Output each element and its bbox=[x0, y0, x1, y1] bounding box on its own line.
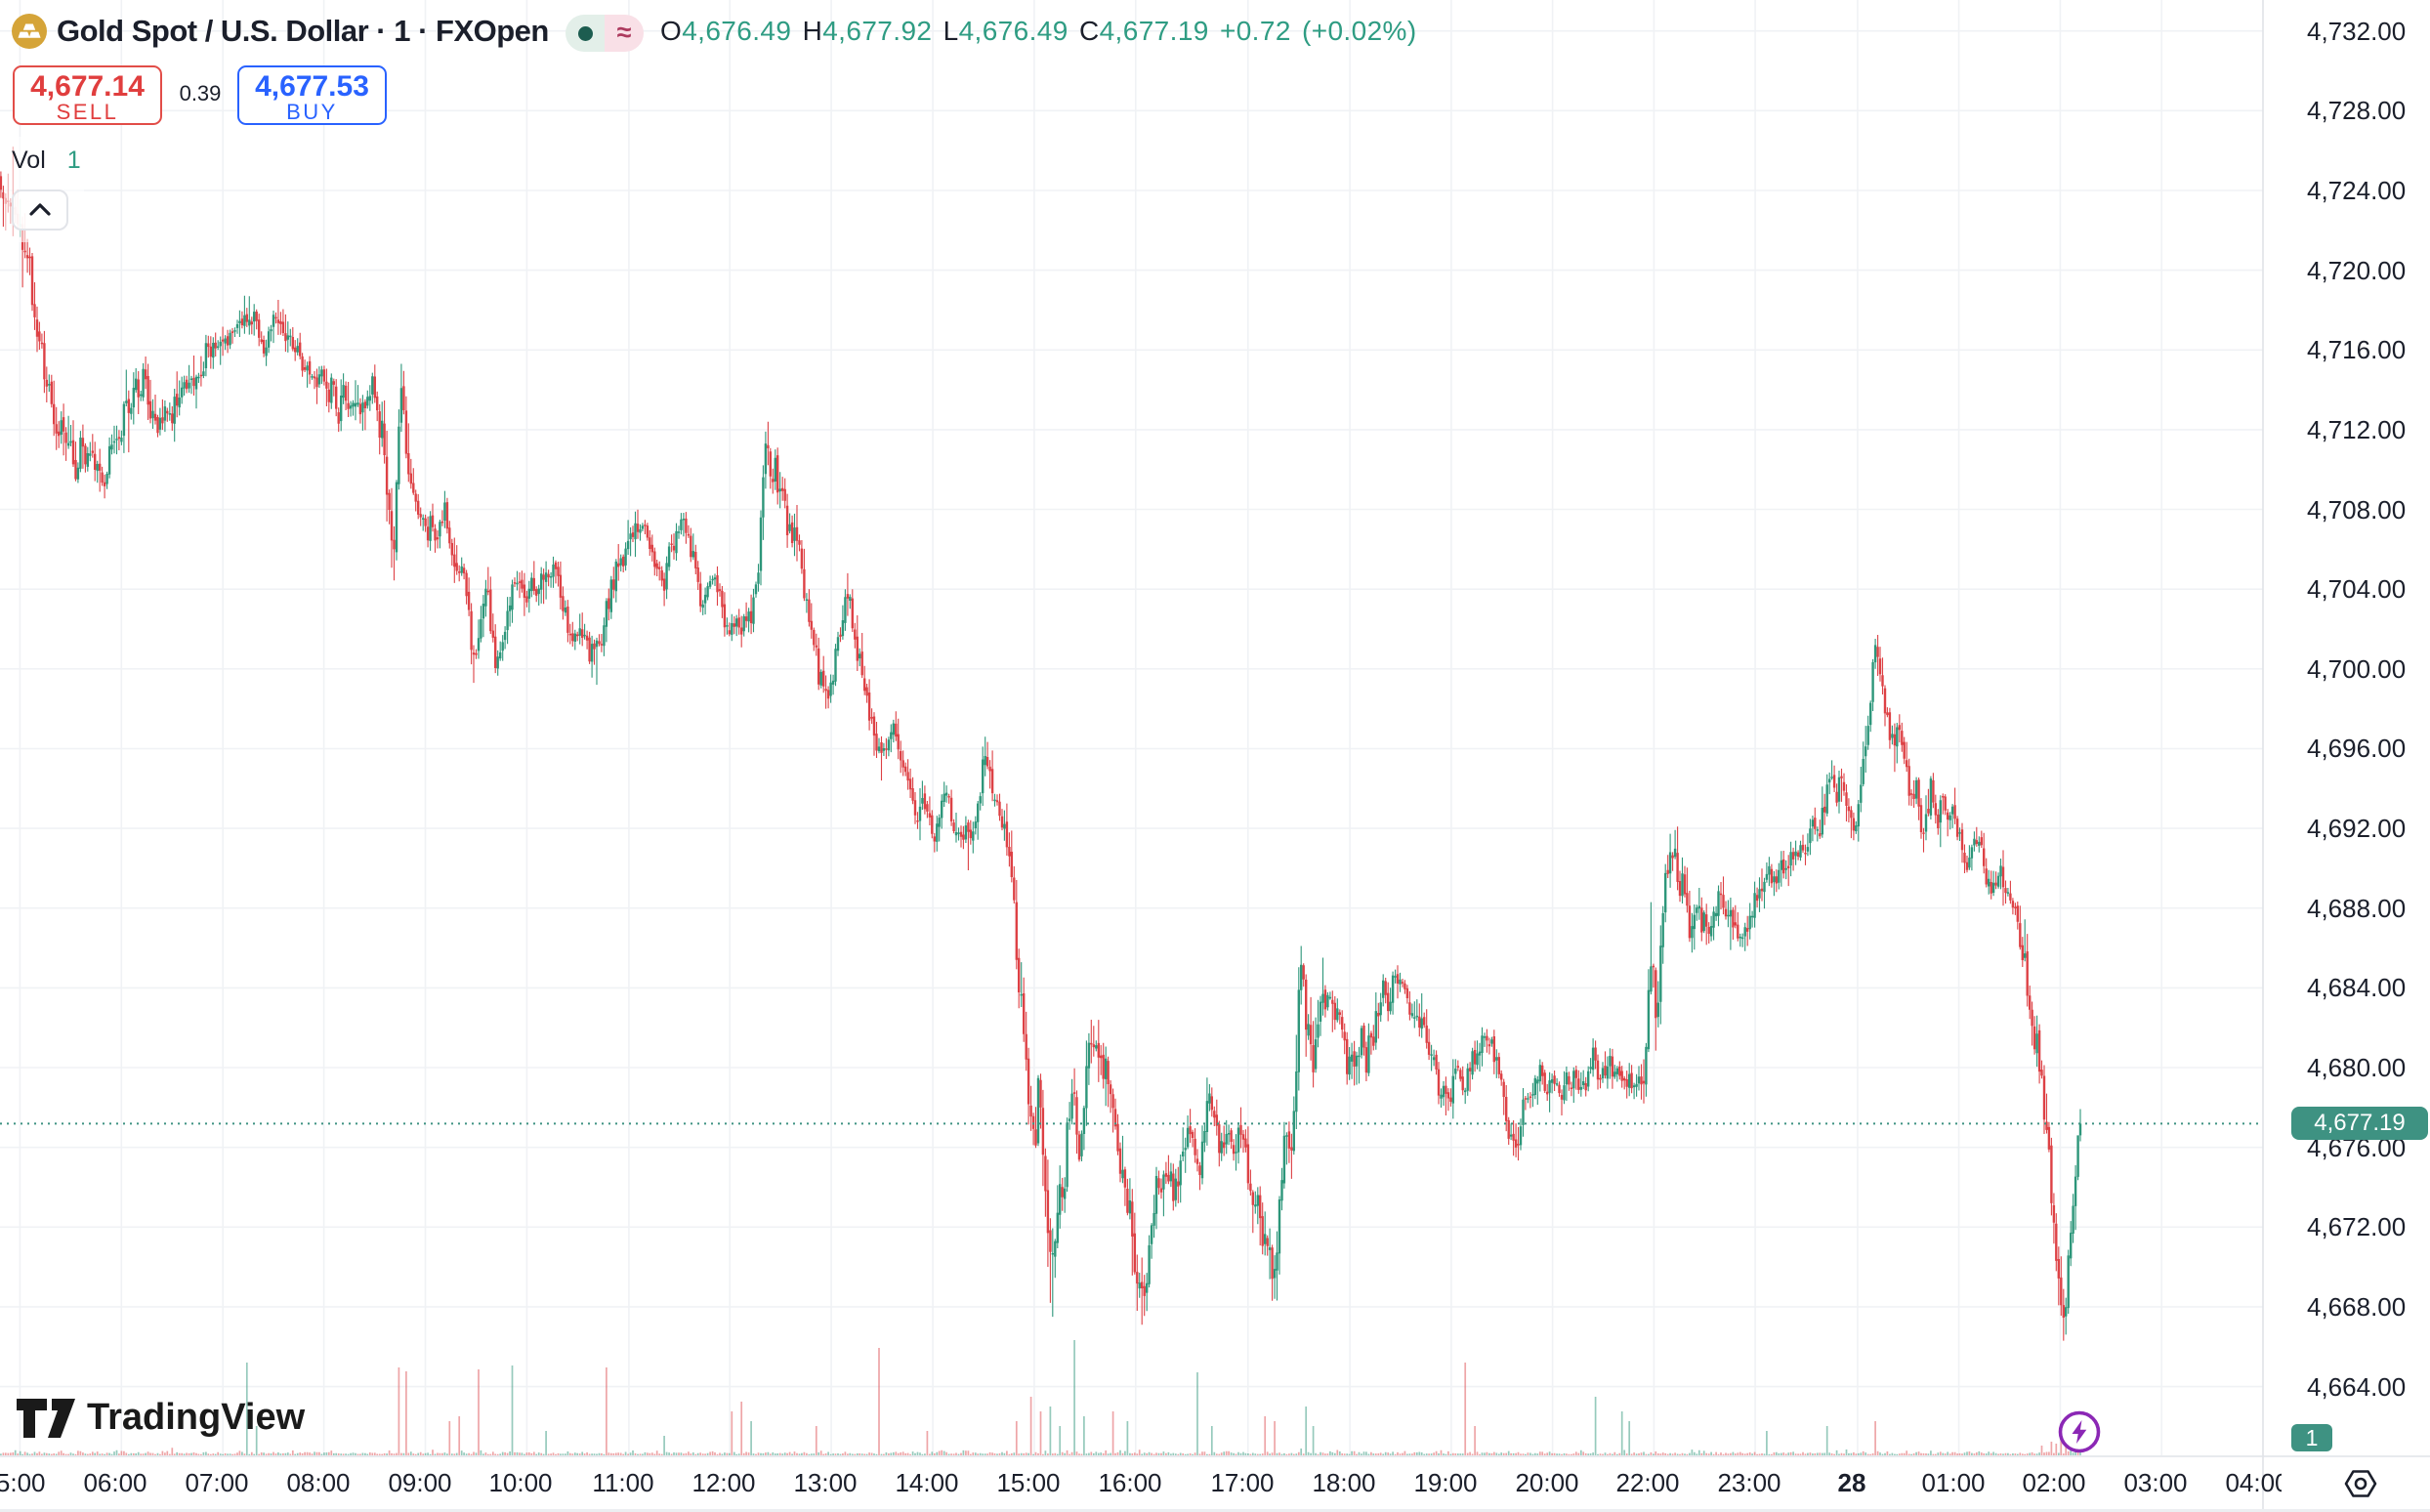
svg-text:TradingView: TradingView bbox=[87, 1397, 306, 1438]
